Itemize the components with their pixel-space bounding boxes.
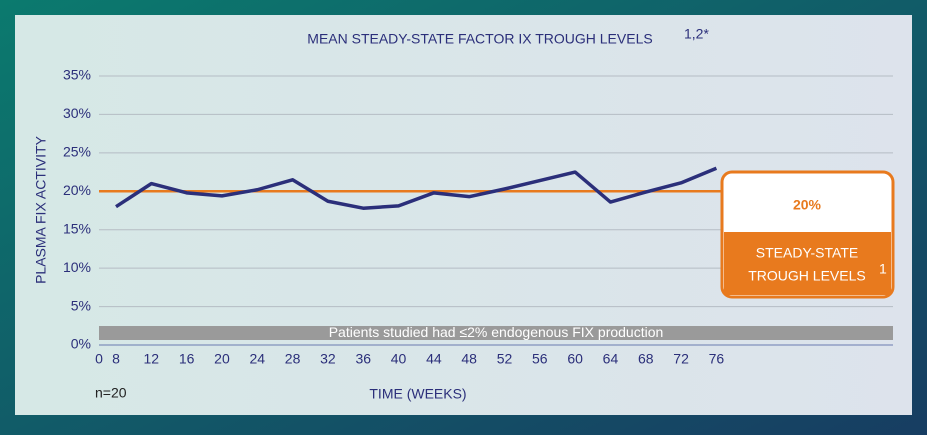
callout-caption: STEADY-STATE [756,245,858,261]
x-tick-label: 32 [320,351,336,367]
x-tick-label: 48 [461,351,477,367]
x-tick-label: 60 [567,351,583,367]
note: n=20 [95,385,127,401]
x-tick-label: 36 [355,351,371,367]
plot: 0% 5% 10% 15% 20% 25% 30% 35% Patients studied h… [63,67,895,367]
y-tick-label: 35% [63,67,91,83]
chart-title: MEAN STEADY-STATE FACTOR IX TROUGH LEVEL… [307,31,652,47]
x-tick-label: 44 [426,351,442,367]
title-superscript: 1,2* [684,26,709,42]
callout-superscript: 1 [879,261,887,277]
x-tick-label: 12 [144,351,160,367]
y-tick-label: 15% [63,220,91,236]
annotation-band [99,326,893,340]
x-tick-label: 68 [638,351,654,367]
x-axis-label: TIME (WEEKS) [369,386,466,402]
x-tick-label: 40 [391,351,407,367]
x-tick-label: 52 [497,351,513,367]
y-tick-label: 30% [63,105,91,121]
callout-fill [724,232,891,295]
y-axis-label: PLASMA FIX ACTIVITY [33,135,49,283]
x-tick-label: 0 [95,351,103,367]
x-tick-label: 16 [179,351,195,367]
y-tick-label: 5% [71,297,91,313]
x-tick-label: 24 [249,351,265,367]
x-tick-label: 20 [214,351,230,367]
annotation: Patients studied had ≤2% endogenous FIX … [329,324,664,340]
x-tick-label: 64 [603,351,619,367]
x-tick-label: 56 [532,351,548,367]
y-tick-label: 25% [63,144,91,160]
x-tick-label: 72 [673,351,689,367]
x-tick-label: 76 [709,351,725,367]
x-tick-label: 28 [285,351,301,367]
callout-caption: TROUGH LEVELS [748,268,865,284]
y-tick-label: 20% [63,182,91,198]
callout-value: 20% [793,197,822,213]
y-tick-label: 0% [71,336,91,352]
data-line [115,166,718,210]
x-tick-label: 8 [112,351,120,367]
y-tick-label: 10% [63,259,91,275]
